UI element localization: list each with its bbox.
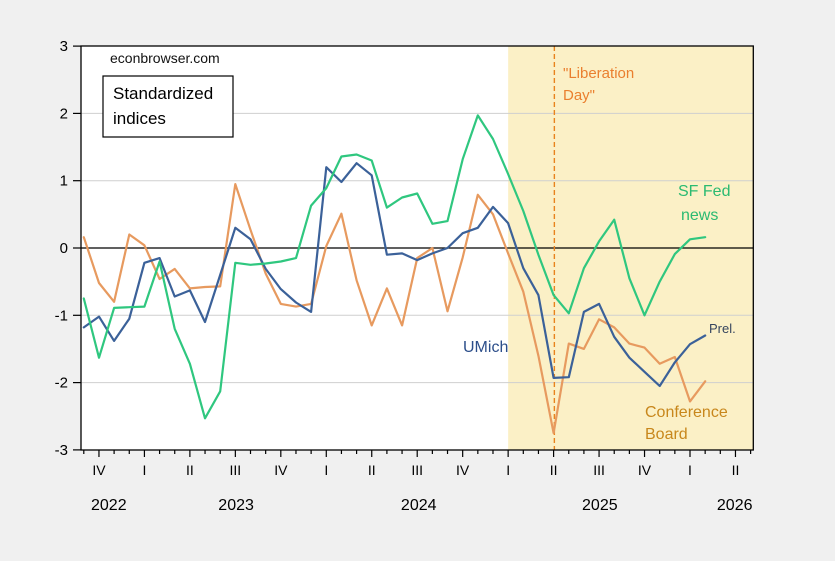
quarter-label: I bbox=[688, 462, 692, 478]
series-line-orange bbox=[82, 183, 707, 435]
y-tick-label: 1 bbox=[60, 173, 68, 190]
liberation-day-label-line1: "Liberation bbox=[563, 65, 634, 82]
series-line-green bbox=[82, 114, 707, 420]
y-axis-labels: -3 -2 -1 0 1 2 3 bbox=[55, 38, 68, 459]
quarter-label: I bbox=[142, 462, 146, 478]
conference-board-label-line2: Board bbox=[645, 426, 688, 443]
y-tick-label: 2 bbox=[60, 105, 68, 122]
y-tick-label: -3 bbox=[55, 442, 68, 459]
series-line-blue bbox=[82, 162, 707, 388]
year-label: 2023 bbox=[218, 497, 254, 514]
quarter-label: III bbox=[230, 462, 242, 478]
quarter-label: IV bbox=[638, 462, 652, 478]
sf-fed-news-label-line1: SF Fed bbox=[678, 183, 730, 200]
note-box bbox=[102, 75, 234, 138]
quarter-label: II bbox=[186, 462, 194, 478]
year-label: 2024 bbox=[401, 497, 437, 514]
quarter-label: I bbox=[324, 462, 328, 478]
quarter-label: III bbox=[593, 462, 605, 478]
prel-flag: Prel. bbox=[709, 321, 736, 336]
sf-fed-news-label-line2: news bbox=[681, 207, 718, 224]
plot-border bbox=[80, 45, 754, 451]
y-tick-label: -1 bbox=[55, 307, 68, 324]
quarter-label: II bbox=[550, 462, 558, 478]
year-labels: 2022 2023 2024 2025 2026 bbox=[91, 497, 753, 514]
y-tick-label: 0 bbox=[60, 240, 68, 257]
quarter-label: I bbox=[506, 462, 510, 478]
quarter-label: IV bbox=[92, 462, 106, 478]
year-label: 2025 bbox=[582, 497, 618, 514]
year-label: 2022 bbox=[91, 497, 127, 514]
quarter-label: IV bbox=[274, 462, 288, 478]
quarter-label: IV bbox=[456, 462, 470, 478]
axis-ticks bbox=[73, 45, 752, 457]
quarter-label: II bbox=[368, 462, 376, 478]
y-tick-label: -2 bbox=[55, 375, 68, 392]
note-box-line1: Standardized bbox=[113, 84, 213, 103]
note-box-line2: indices bbox=[113, 109, 166, 128]
data-series bbox=[82, 114, 707, 435]
watermark-text: econbrowser.com bbox=[110, 50, 220, 66]
quarter-labels: IV I II III IV I II III IV I II III IV I II bbox=[92, 462, 739, 478]
conference-board-label-line1: Conference bbox=[645, 404, 728, 421]
quarter-label: II bbox=[732, 462, 740, 478]
liberation-day-label-line2: Day" bbox=[563, 87, 595, 104]
quarter-label: III bbox=[411, 462, 423, 478]
year-label: 2026 bbox=[717, 497, 753, 514]
y-tick-label: 3 bbox=[60, 38, 68, 55]
umich-label: UMich bbox=[463, 339, 508, 356]
